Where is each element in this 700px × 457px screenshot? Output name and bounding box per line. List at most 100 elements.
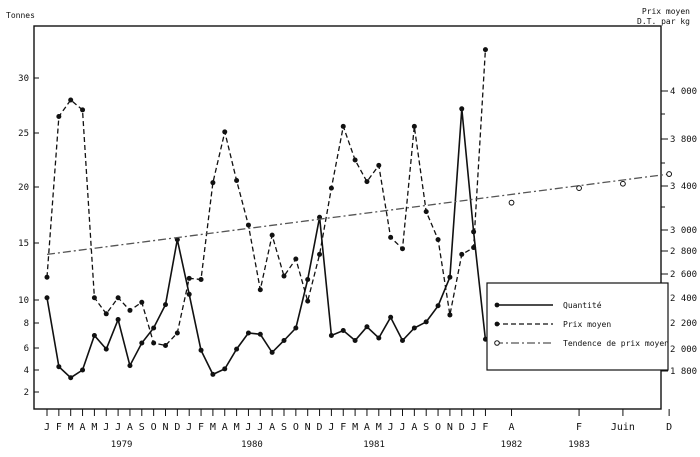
right-tick-label: 3 000 <box>670 226 697 236</box>
data-point <box>340 123 346 129</box>
data-point <box>435 303 441 309</box>
data-point <box>103 346 109 352</box>
data-point <box>293 325 299 331</box>
data-point <box>376 335 382 341</box>
data-point <box>222 129 228 135</box>
data-point <box>44 295 50 301</box>
x-tick-label: F <box>56 422 62 433</box>
x-tick-label: O <box>151 422 157 433</box>
x-tick-label: M <box>210 422 216 433</box>
data-point <box>376 162 382 168</box>
x-tick-label: J <box>328 422 334 433</box>
year-label: 1980 <box>241 440 263 450</box>
data-point <box>56 114 62 119</box>
x-tick-label: D <box>459 422 465 433</box>
data-point <box>269 349 275 355</box>
right-axis-label-line2: D.T. par kg <box>637 17 690 26</box>
right-tick-label: 4 000 <box>670 87 697 97</box>
data-point <box>423 319 429 325</box>
x-tick-label: A <box>364 422 370 433</box>
data-point <box>80 367 86 373</box>
year-label: 1981 <box>363 440 385 450</box>
x-tick-label: O <box>293 422 299 433</box>
x-tick-label: Juin <box>611 422 635 433</box>
data-point <box>139 299 145 305</box>
data-point <box>68 375 74 381</box>
data-point <box>388 314 394 320</box>
left-tick-label: 15 <box>18 239 29 249</box>
x-tick-label: N <box>162 422 168 433</box>
data-point <box>56 364 62 370</box>
x-tick-label: D <box>317 422 323 433</box>
left-tick-label: 30 <box>18 74 29 84</box>
data-point <box>163 302 168 308</box>
x-tick-label: D <box>174 422 180 433</box>
x-tick-label: N <box>305 422 311 433</box>
year-label: 1982 <box>501 440 523 450</box>
data-point <box>435 237 441 243</box>
data-point <box>186 275 192 281</box>
data-point <box>447 312 453 318</box>
series-quantite <box>44 106 488 381</box>
series-tendence <box>46 171 673 256</box>
data-point <box>293 256 299 262</box>
x-tick-label: J <box>245 422 251 433</box>
data-point <box>115 317 121 323</box>
legend-label-prix: Prix moyen <box>563 320 611 329</box>
data-point <box>91 333 97 338</box>
data-point <box>388 234 394 240</box>
x-tick-label: M <box>376 422 382 433</box>
data-point <box>115 295 121 301</box>
data-point <box>459 106 465 112</box>
data-point <box>210 180 216 186</box>
series-prix-moyen <box>44 47 488 348</box>
data-point <box>447 274 453 280</box>
x-tick-label: F <box>482 422 488 433</box>
right-tick-label: 2 800 <box>670 247 697 257</box>
x-tick-label: S <box>423 422 429 433</box>
x-tick-label: J <box>186 422 192 433</box>
data-point <box>210 371 216 377</box>
x-tick-label: A <box>509 422 515 433</box>
year-label: 1979 <box>111 440 133 450</box>
x-tick-label: M <box>352 422 358 433</box>
x-tick-label: J <box>471 422 477 433</box>
trend-point <box>508 199 515 206</box>
data-point <box>198 347 204 353</box>
x-tick-label: J <box>44 422 50 433</box>
data-point <box>471 245 477 251</box>
data-point <box>234 346 240 352</box>
x-tick-label: F <box>340 422 346 433</box>
data-point <box>352 338 358 343</box>
data-point <box>80 107 86 113</box>
data-point <box>411 123 417 129</box>
left-tick-label: 10 <box>18 296 29 306</box>
data-point <box>305 276 311 282</box>
plot-frame <box>33 25 662 410</box>
left-tick-label: 4 <box>24 366 29 376</box>
plot-border <box>33 25 662 410</box>
legend-label-tendence: Tendence de prix moyen <box>563 339 669 348</box>
right-tick-label: 2 000 <box>670 345 697 355</box>
legend: Quantité Prix moyen Tendence de prix moy… <box>486 282 669 371</box>
x-tick-label: S <box>139 422 145 433</box>
x-tick-label: J <box>115 422 121 433</box>
data-point <box>328 185 334 191</box>
data-point <box>68 97 74 103</box>
x-tick-label: M <box>68 422 74 433</box>
data-point <box>151 340 157 346</box>
data-point <box>340 328 346 333</box>
data-point <box>305 298 311 304</box>
left-axis-label: Tonnes <box>6 11 35 20</box>
trend-line <box>46 173 670 256</box>
trend-point <box>576 185 582 192</box>
data-point <box>281 273 287 279</box>
series-line <box>46 108 487 379</box>
data-point <box>364 324 370 330</box>
data-point <box>174 237 180 243</box>
data-point <box>257 287 263 293</box>
data-point <box>328 333 334 338</box>
x-tick-label: J <box>388 422 394 433</box>
